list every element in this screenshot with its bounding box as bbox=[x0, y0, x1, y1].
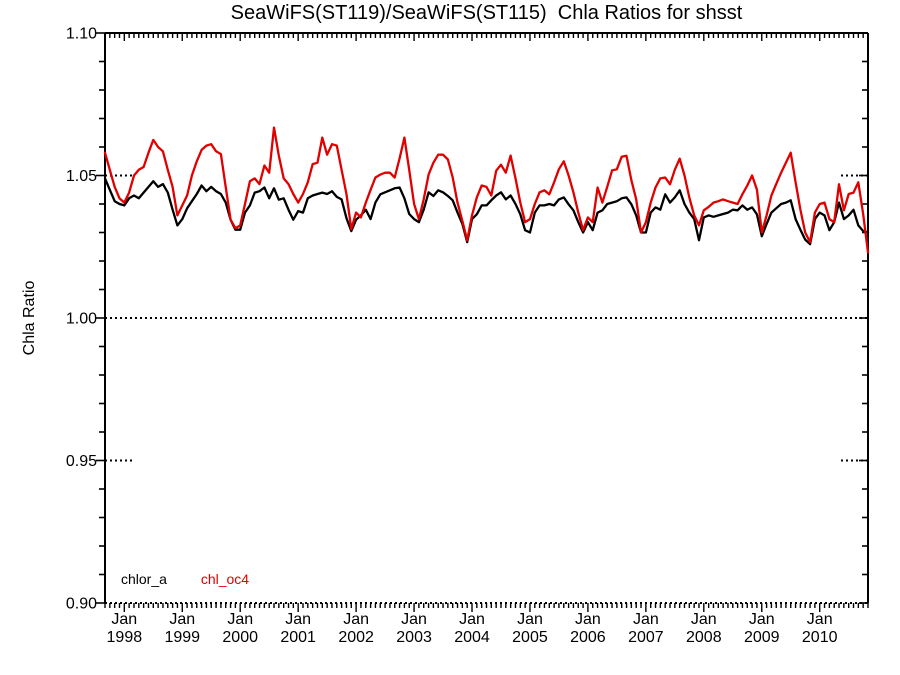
x-tick-label-year: 2005 bbox=[512, 629, 548, 646]
y-tick-label: 0.90 bbox=[66, 596, 97, 613]
x-tick-label-year: 2009 bbox=[744, 629, 780, 646]
legend-label-chlor_a: chlor_a bbox=[121, 571, 167, 587]
x-tick-label-year: 2008 bbox=[686, 629, 722, 646]
x-tick-label-month: Jan bbox=[111, 611, 137, 628]
x-tick-label-month: Jan bbox=[575, 611, 601, 628]
y-tick-label: 1.00 bbox=[66, 311, 97, 328]
y-tick-label: 1.05 bbox=[66, 168, 97, 185]
x-tick-label-year: 2010 bbox=[802, 629, 838, 646]
x-tick-label-month: Jan bbox=[633, 611, 659, 628]
x-tick-label-month: Jan bbox=[749, 611, 775, 628]
x-tick-label-month: Jan bbox=[169, 611, 195, 628]
x-tick-label-year: 2006 bbox=[570, 629, 606, 646]
x-tick-label-year: 2007 bbox=[628, 629, 664, 646]
x-tick-label-year: 2002 bbox=[338, 629, 374, 646]
x-tick-label-month: Jan bbox=[227, 611, 253, 628]
legend-label-chl_oc4: chl_oc4 bbox=[200, 571, 250, 587]
x-tick-label-month: Jan bbox=[343, 611, 369, 628]
chart-title: SeaWiFS(ST119)/SeaWiFS(ST115) Chla Ratio… bbox=[230, 2, 743, 24]
x-tick-label-year: 2001 bbox=[280, 629, 316, 646]
y-tick-label: 0.95 bbox=[66, 453, 97, 470]
x-tick-label-month: Jan bbox=[517, 611, 543, 628]
x-tick-label-year: 1998 bbox=[107, 629, 143, 646]
legend: chlor_a chl_oc4 bbox=[121, 571, 279, 587]
x-tick-label-year: 2000 bbox=[222, 629, 258, 646]
x-tick-label-year: 1999 bbox=[164, 629, 200, 646]
y-axis-title: Chla Ratio bbox=[21, 281, 38, 356]
x-tick-label-month: Jan bbox=[691, 611, 717, 628]
series-chl_oc4 bbox=[103, 126, 870, 254]
x-tick-label-month: Jan bbox=[401, 611, 427, 628]
y-tick-label: 1.10 bbox=[66, 26, 97, 43]
x-tick-label-month: Jan bbox=[285, 611, 311, 628]
x-tick-label-year: 2003 bbox=[396, 629, 432, 646]
x-tick-label-month: Jan bbox=[807, 611, 833, 628]
x-tick-label-month: Jan bbox=[459, 611, 485, 628]
x-tick-label-year: 2004 bbox=[454, 629, 490, 646]
